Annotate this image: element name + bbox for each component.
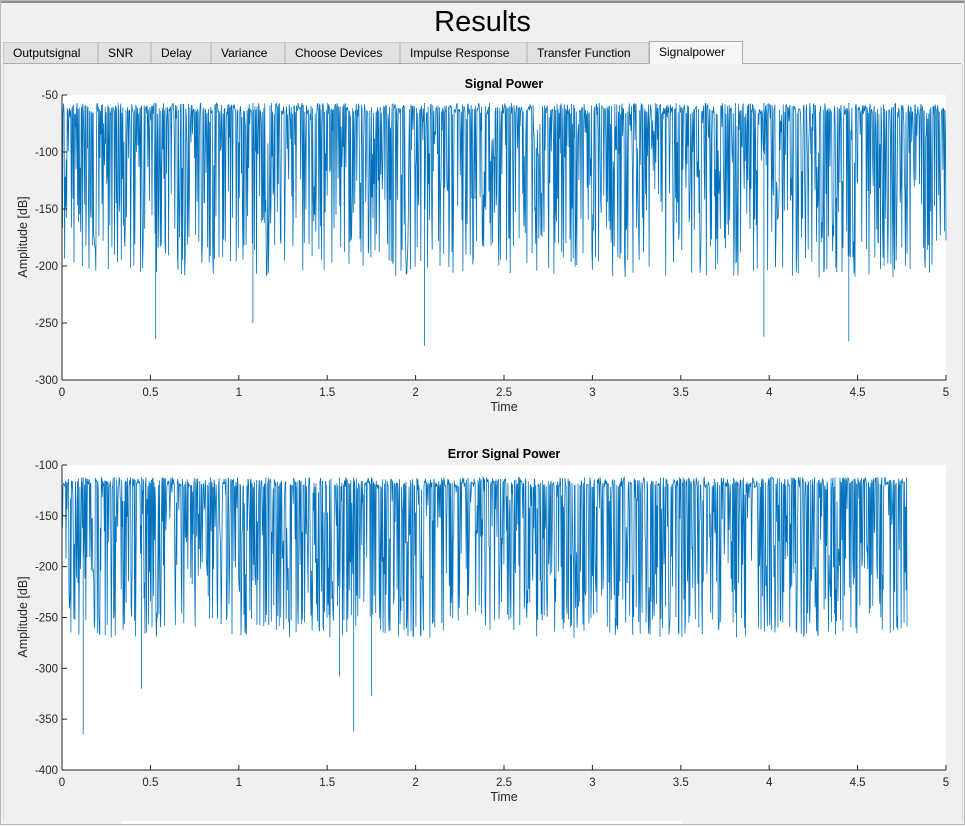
- signal-power-series-line: [61, 101, 947, 346]
- signal-power-xlabel: Time: [490, 400, 517, 414]
- signal-power-xtick-label: 3.5: [673, 387, 689, 399]
- signal-power-ytick-label: -200: [35, 261, 58, 273]
- error-signal-power-series-line: [61, 475, 908, 735]
- bottom-scroll-strip: [122, 821, 682, 825]
- signal-power-ytick-label: -50: [41, 90, 58, 102]
- error-signal-power-xtick-label: 4.5: [850, 777, 866, 789]
- tab-bar: Outputsignal SNR Delay Variance Choose D…: [3, 41, 961, 65]
- error-signal-power-ytick-label: -100: [35, 460, 58, 472]
- signal-power-xtick-label: 4: [766, 387, 773, 399]
- signal-power-xtick-label: 1: [236, 387, 242, 399]
- signal-power-xtick-label: 1.5: [319, 387, 335, 399]
- tab-transfer-function[interactable]: Transfer Function: [527, 42, 649, 63]
- error-signal-power-xtick-label: 4: [766, 777, 773, 789]
- error-signal-power-ylabel: Amplitude [dB]: [16, 576, 30, 657]
- tab-choose-devices[interactable]: Choose Devices: [285, 42, 400, 63]
- tab-snr[interactable]: SNR: [98, 42, 151, 63]
- window-title: Results: [434, 6, 531, 38]
- tab-signalpower[interactable]: Signalpower: [649, 41, 743, 65]
- error-signal-power-xtick-label: 3: [589, 777, 595, 789]
- error-signal-power-ytick-label: -400: [35, 765, 58, 777]
- error-signal-power-series: [61, 475, 908, 735]
- error-signal-power-xtick-label: 0: [59, 777, 65, 789]
- tab-impulse-response[interactable]: Impulse Response: [400, 42, 527, 63]
- error-signal-power-ytick-label: -300: [35, 663, 58, 675]
- error-signal-power-xtick-label: 1.5: [319, 777, 335, 789]
- signal-power-ytick-label: -100: [35, 147, 58, 159]
- error-signal-power-chart: 0 0.5 1 1.5 2 2.5 3 3.5 4 4.5 5 -100 -150 -200 -250 -30…: [16, 447, 949, 804]
- signal-power-xtick-label: 3: [589, 387, 595, 399]
- signal-power-ytick-label: -250: [35, 318, 58, 330]
- error-signal-power-ytick-label: -250: [35, 613, 58, 625]
- error-signal-power-ytick-label: -350: [35, 714, 58, 726]
- signal-power-xtick-label: 2: [412, 387, 418, 399]
- error-signal-power-xtick-label: 2: [412, 777, 418, 789]
- signal-power-xtick-label: 0.5: [142, 387, 158, 399]
- signal-power-ytick-label: -150: [35, 204, 58, 216]
- error-signal-power-xtick-label: 1: [236, 777, 242, 789]
- signal-power-ylabel: Amplitude [dB]: [16, 196, 30, 277]
- signal-power-xtick-label: 4.5: [850, 387, 866, 399]
- signal-power-ticks: 0 0.5 1 1.5 2 2.5 3 3.5 4 4.5 5 -50 -100 -150 -200 -250…: [35, 90, 949, 399]
- error-signal-power-xtick-label: 5: [943, 777, 949, 789]
- window-top-edge: [0, 0, 965, 3]
- error-signal-power-xlabel: Time: [490, 790, 517, 804]
- signal-power-title: Signal Power: [465, 77, 544, 91]
- signal-power-xtick-label: 5: [943, 387, 949, 399]
- plots-canvas: 0 0.5 1 1.5 2 2.5 3 3.5 4 4.5 5 -50 -100 -150 -200 -250…: [16, 77, 949, 804]
- tab-outputsignal[interactable]: Outputsignal: [3, 42, 98, 63]
- error-signal-power-ytick-label: -150: [35, 511, 58, 523]
- error-signal-power-title: Error Signal Power: [448, 447, 561, 461]
- error-signal-power-ticks: 0 0.5 1 1.5 2 2.5 3 3.5 4 4.5 5 -100 -150 -200 -250 -30…: [35, 460, 949, 789]
- tab-variance[interactable]: Variance: [211, 42, 285, 63]
- tab-delay[interactable]: Delay: [151, 42, 211, 63]
- error-signal-power-xtick-label: 2.5: [496, 777, 512, 789]
- error-signal-power-xtick-label: 3.5: [673, 777, 689, 789]
- signal-power-xtick-label: 2.5: [496, 387, 512, 399]
- signal-power-chart: 0 0.5 1 1.5 2 2.5 3 3.5 4 4.5 5 -50 -100 -150 -200 -250…: [16, 77, 949, 414]
- error-signal-power-ytick-label: -200: [35, 562, 58, 574]
- signal-power-series: [61, 101, 947, 346]
- signal-power-xtick-label: 0: [59, 387, 65, 399]
- tab-panel-signalpower: 0 0.5 1 1.5 2 2.5 3 3.5 4 4.5 5 -50 -100 -150 -200 -250…: [3, 64, 963, 821]
- error-signal-power-xtick-label: 0.5: [142, 777, 158, 789]
- signal-power-ytick-label: -300: [35, 375, 58, 387]
